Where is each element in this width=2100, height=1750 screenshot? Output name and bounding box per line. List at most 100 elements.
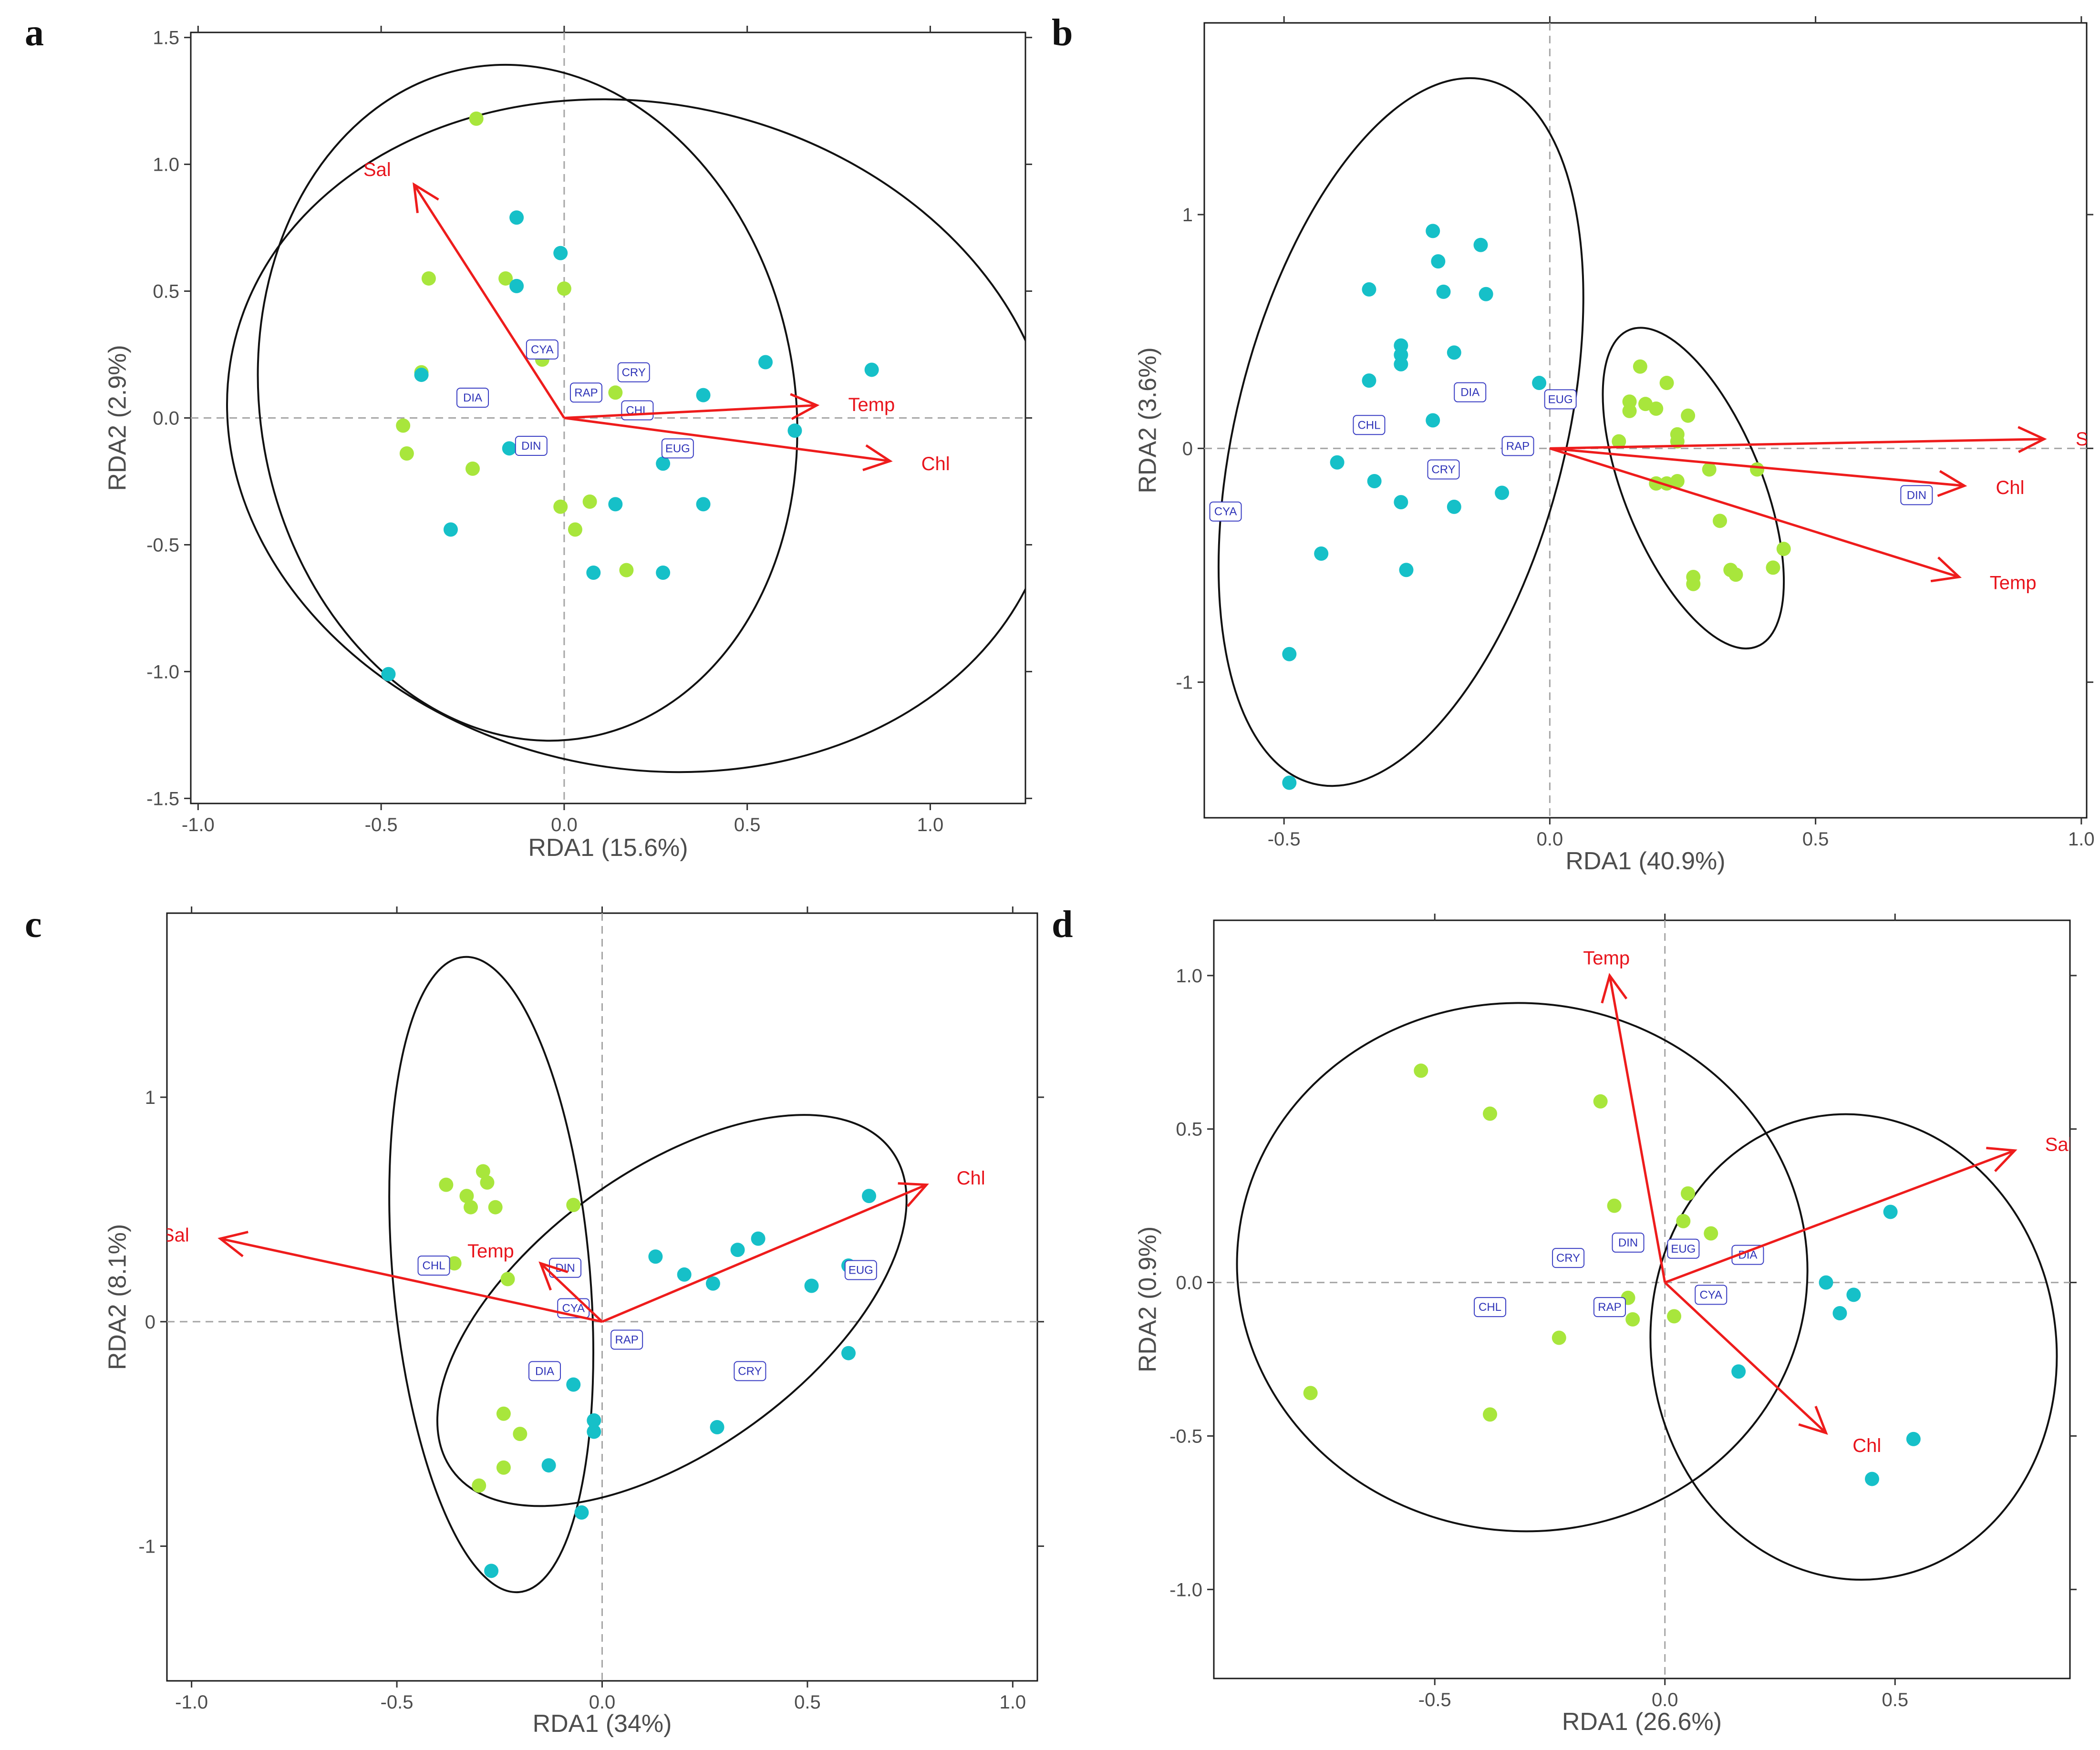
x-tick-label: -0.5 xyxy=(365,814,398,835)
group2-point xyxy=(696,388,711,402)
x-tick-label: 0.0 xyxy=(551,814,578,835)
vector-label: Chl xyxy=(957,1168,985,1189)
group2-point xyxy=(509,278,524,293)
species-label-din: DIN xyxy=(1900,485,1933,505)
y-tick-label: 1.0 xyxy=(1176,966,1202,987)
group1-point xyxy=(1483,1106,1498,1121)
vector-shaft xyxy=(1664,1281,1827,1434)
species-label-box xyxy=(610,1329,643,1350)
group1-point xyxy=(1676,1214,1691,1228)
species-label-cya: CYA xyxy=(1209,501,1242,522)
y-tick-label: 0 xyxy=(145,1312,155,1333)
env-vector-temp: Temp xyxy=(564,393,895,420)
plot-area: DIA EUG CHL RAP CRY CYA DIN Sal Chl Temp xyxy=(1204,23,2087,818)
vector-shaft xyxy=(413,184,565,419)
group1-point xyxy=(1766,560,1780,575)
group1-point xyxy=(488,1200,503,1215)
species-label-text: DIN xyxy=(1618,1236,1638,1249)
species-label-dia: DIA xyxy=(1731,1245,1764,1265)
group1-point xyxy=(1704,1226,1718,1241)
y-tick-label: -1 xyxy=(1176,672,1193,693)
species-label-text: CYA xyxy=(1699,1288,1722,1301)
group1-point xyxy=(1303,1386,1318,1400)
group1-point xyxy=(466,461,480,476)
group2-point xyxy=(1865,1472,1880,1486)
group2-point xyxy=(758,355,773,370)
vector-label: Sal xyxy=(162,1225,189,1246)
species-label-box xyxy=(515,436,548,456)
vector-arrowhead xyxy=(413,182,439,214)
species-label-box xyxy=(1593,1297,1626,1318)
group1-point xyxy=(459,1189,474,1204)
y-axis-title: RDA2 (0.9%) xyxy=(1134,1226,1162,1372)
group1-point xyxy=(421,271,436,286)
x-tick-label: 0.5 xyxy=(794,1692,821,1713)
y-tick-label: 0.0 xyxy=(153,408,179,429)
vector-shaft xyxy=(1549,447,1960,578)
rda-panel-d: CRY DIN EUG DIA CHL RAP CYA Temp Sal Chl -0.5 0.0 0.… xyxy=(1169,914,2077,1710)
group1-point xyxy=(1728,567,1743,582)
group1-point xyxy=(476,1164,490,1179)
group2-point xyxy=(566,1377,581,1392)
y-tick-label: 0.5 xyxy=(1176,1119,1202,1140)
group1-point xyxy=(553,499,568,514)
group1-point xyxy=(496,1406,511,1421)
group1-point xyxy=(498,271,513,286)
group2-point xyxy=(1906,1431,1921,1446)
group2-point xyxy=(574,1505,589,1520)
vector-label: Sal xyxy=(2045,1134,2073,1155)
group2-point xyxy=(696,497,711,512)
y-tick-label: 1.5 xyxy=(153,28,179,49)
group2-point xyxy=(804,1278,819,1293)
group1-point xyxy=(1670,474,1685,488)
group2-point xyxy=(587,1413,601,1428)
species-label-text: RAP xyxy=(574,386,598,399)
species-label-cya: CYA xyxy=(526,339,559,360)
group2-point xyxy=(1362,282,1376,297)
group2-point xyxy=(656,456,671,471)
group1-point xyxy=(1776,542,1791,556)
group1-point xyxy=(480,1175,495,1190)
x-tick-label: 1.0 xyxy=(2068,829,2095,850)
group1-point xyxy=(582,494,597,509)
species-label-din: DIN xyxy=(1612,1232,1645,1253)
y-axis-title: RDA2 (8.1%) xyxy=(104,1224,132,1370)
group2-point xyxy=(608,497,623,512)
group2-point xyxy=(1495,485,1510,500)
species-label-cya: CYA xyxy=(1695,1285,1728,1305)
rda-panel-a: CYA CRY DIA RAP CHL DIN EUG Sal Temp Chl -1.0 -0.5 0… xyxy=(146,26,1032,835)
species-label-text: RAP xyxy=(1506,440,1530,453)
group2-point xyxy=(1447,499,1461,514)
group1-point xyxy=(1612,434,1626,449)
group1-point xyxy=(1414,1063,1428,1078)
vector-arrowhead xyxy=(217,1231,248,1257)
panel-letter-c: c xyxy=(25,904,42,946)
vector-shaft xyxy=(564,404,817,419)
group2-point xyxy=(1282,775,1297,790)
vector-label: Sal xyxy=(363,159,391,180)
vector-label: Chl xyxy=(921,453,950,474)
species-label-box xyxy=(617,362,650,382)
y-tick-label: -1.0 xyxy=(1169,1579,1202,1600)
species-label-text: CYA xyxy=(531,343,554,356)
group2-point xyxy=(1883,1204,1898,1219)
species-label-cry: CRY xyxy=(1552,1248,1585,1268)
species-label-box xyxy=(456,387,489,408)
species-label-text: EUG xyxy=(665,442,690,455)
species-label-box xyxy=(844,1260,877,1280)
vector-shaft xyxy=(539,1262,603,1323)
species-label-dia: DIA xyxy=(528,1361,561,1381)
species-label-box xyxy=(1353,415,1386,435)
y-tick-label: -1.0 xyxy=(146,661,179,682)
species-label-text: CRY xyxy=(1431,463,1455,476)
plot-area: CRY DIN EUG DIA CHL RAP CYA Temp Sal Chl xyxy=(1214,920,2073,1678)
group1-point xyxy=(513,1427,528,1441)
rda-panel-b: DIA EUG CHL RAP CRY CYA DIN Sal Chl Temp -0.5 0.0 0.… xyxy=(1176,16,2095,850)
env-vector-sal: Sal xyxy=(1664,1134,2073,1284)
group2-point xyxy=(1394,357,1408,371)
vector-arrowhead xyxy=(2017,426,2047,453)
species-label-box xyxy=(528,1361,561,1381)
env-vector-temp: Temp xyxy=(1549,447,2037,593)
group1-point xyxy=(1686,576,1701,591)
